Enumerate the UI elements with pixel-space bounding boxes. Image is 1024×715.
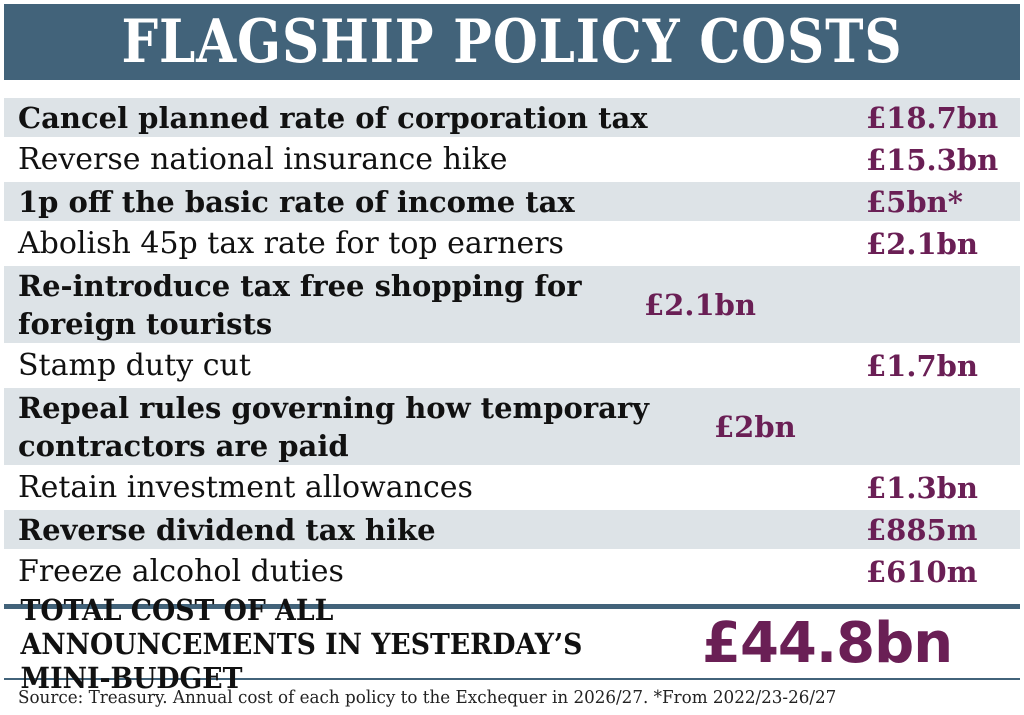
policy-label: 1p off the basic rate of income tax: [18, 184, 575, 219]
policy-label: Retain investment allowances: [18, 469, 473, 505]
policy-label: Abolish 45p tax rate for top earners: [18, 225, 564, 261]
table-row: Cancel planned rate of corporation tax £…: [4, 98, 1020, 140]
table-row: Retain investment allowances £1.3bn: [4, 468, 1020, 510]
policy-label: Reverse national insurance hike: [18, 141, 508, 177]
chart-title: FLAGSHIP POLICY COSTS: [121, 7, 903, 77]
total-value: £44.8bn: [702, 611, 953, 676]
policy-cost: £5bn*: [866, 184, 963, 219]
policy-label: Freeze alcohol duties: [18, 553, 344, 589]
source-note: Source: Treasury. Annual cost of each po…: [18, 687, 837, 708]
policy-cost: £1.7bn: [866, 348, 978, 383]
policy-cost: £2.1bn: [644, 287, 756, 322]
table-row: Re-introduce tax free shopping for forei…: [4, 266, 1020, 346]
table-row: Reverse national insurance hike £15.3bn: [4, 140, 1020, 182]
policy-table: Cancel planned rate of corporation tax £…: [4, 98, 1020, 594]
policy-label: Reverse dividend tax hike: [18, 512, 436, 547]
policy-cost: £610m: [866, 554, 978, 589]
table-row: 1p off the basic rate of income tax £5bn…: [4, 182, 1020, 224]
total-row: TOTAL COST OF ALL ANNOUNCEMENTS IN YESTE…: [4, 593, 1020, 695]
table-row: Repeal rules governing how temporary con…: [4, 388, 1020, 468]
table-row: Freeze alcohol duties £610m: [4, 552, 1020, 594]
policy-cost: £2.1bn: [866, 226, 978, 261]
policy-cost: £885m: [866, 512, 978, 547]
title-banner: FLAGSHIP POLICY COSTS: [4, 4, 1020, 80]
policy-cost: £18.7bn: [866, 100, 999, 135]
policy-cost: £15.3bn: [866, 142, 999, 177]
policy-cost: £2bn: [714, 409, 796, 444]
policy-label: Re-introduce tax free shopping for forei…: [18, 268, 582, 341]
policy-label: Stamp duty cut: [18, 347, 251, 383]
table-row: Stamp duty cut £1.7bn: [4, 346, 1020, 388]
total-label: TOTAL COST OF ALL ANNOUNCEMENTS IN YESTE…: [20, 592, 583, 695]
policy-label: Cancel planned rate of corporation tax: [18, 100, 648, 135]
table-row: Abolish 45p tax rate for top earners £2.…: [4, 224, 1020, 266]
table-row: Reverse dividend tax hike £885m: [4, 510, 1020, 552]
policy-label: Repeal rules governing how temporary con…: [18, 390, 650, 463]
header: FLAGSHIP POLICY COSTS: [0, 0, 1024, 82]
policy-cost: £1.3bn: [866, 470, 978, 505]
